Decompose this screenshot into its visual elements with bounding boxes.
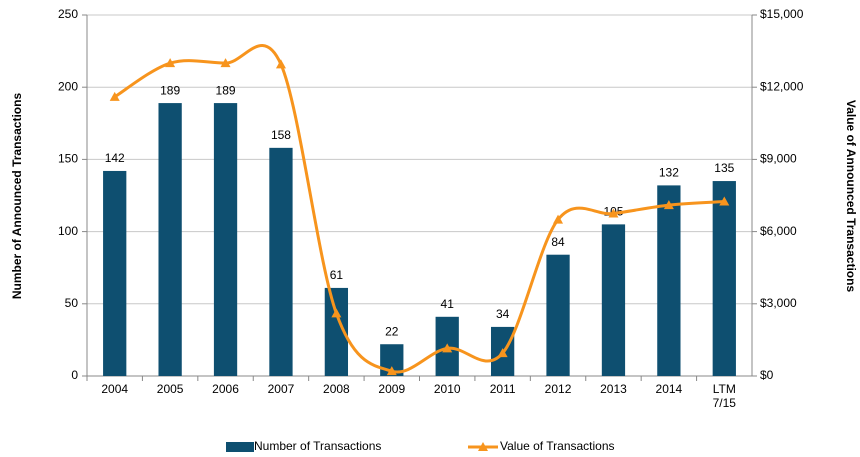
marker (331, 308, 342, 318)
x-tick-label: 2006 (212, 382, 239, 396)
y2-axis-title: Value of Announced Transactions (844, 100, 858, 293)
x-tick-label: 2011 (489, 382, 516, 396)
y2-tick-label: $15,000 (760, 7, 804, 21)
legend-marker (478, 442, 488, 451)
bar (546, 254, 570, 376)
data-label: 189 (160, 83, 180, 97)
x-tick-label: 2004 (101, 382, 129, 396)
data-label: 41 (441, 297, 455, 311)
x-tick-label: 2009 (378, 382, 406, 396)
marker (386, 366, 397, 376)
data-label: 158 (271, 128, 291, 142)
x-tick-label: 2005 (156, 382, 184, 396)
data-label: 34 (496, 307, 510, 321)
marker (165, 58, 176, 68)
y2-tick-label: $3,000 (760, 296, 797, 310)
marker (719, 196, 730, 206)
y-tick-label: 150 (58, 152, 78, 166)
y-axis-title: Number of Announced Transactions (10, 93, 24, 300)
y-tick-label: 200 (58, 79, 78, 93)
marker (608, 208, 619, 218)
x-tick-label: 2014 (655, 382, 683, 396)
y2-tick-label: $9,000 (760, 152, 797, 166)
bar (712, 181, 736, 376)
bar (103, 170, 127, 376)
bar (324, 287, 349, 376)
marker (553, 214, 564, 224)
y-tick-label: 50 (65, 296, 79, 310)
x-tick-label: 2008 (323, 382, 350, 396)
marker (497, 348, 508, 358)
x-tick-label: LTM 7/15 (712, 382, 736, 410)
marker (109, 91, 120, 101)
marker (442, 343, 453, 353)
x-tick-label: 2010 (433, 382, 461, 396)
x-tick-label: 2013 (600, 382, 627, 396)
bar (213, 103, 238, 377)
legend-label: Value of Transactions (500, 439, 615, 453)
marker (275, 59, 286, 69)
data-label: 189 (216, 83, 236, 97)
legend-swatch (226, 442, 254, 452)
line (113, 44, 725, 374)
bar (601, 224, 626, 376)
y-tick-label: 100 (58, 224, 78, 238)
y-tick-label: 0 (71, 368, 78, 382)
data-label: 132 (659, 166, 679, 180)
y-tick-label: 250 (58, 7, 78, 21)
y2-tick-label: $0 (760, 368, 774, 382)
y2-tick-label: $6,000 (760, 224, 797, 238)
x-tick-label: 2012 (544, 382, 572, 396)
data-label: 135 (714, 161, 734, 175)
bar (657, 185, 681, 376)
legend-label: Number of Transactions (254, 439, 381, 453)
y2-tick-label: $12,000 (760, 79, 804, 93)
marker (663, 200, 674, 210)
bar (269, 147, 293, 376)
x-tick-label: 2007 (267, 382, 295, 396)
bar (158, 103, 182, 377)
data-label: 61 (330, 268, 344, 282)
data-label: 142 (105, 151, 125, 165)
data-label: 84 (551, 235, 565, 249)
data-label: 22 (385, 324, 399, 338)
marker (220, 58, 231, 68)
